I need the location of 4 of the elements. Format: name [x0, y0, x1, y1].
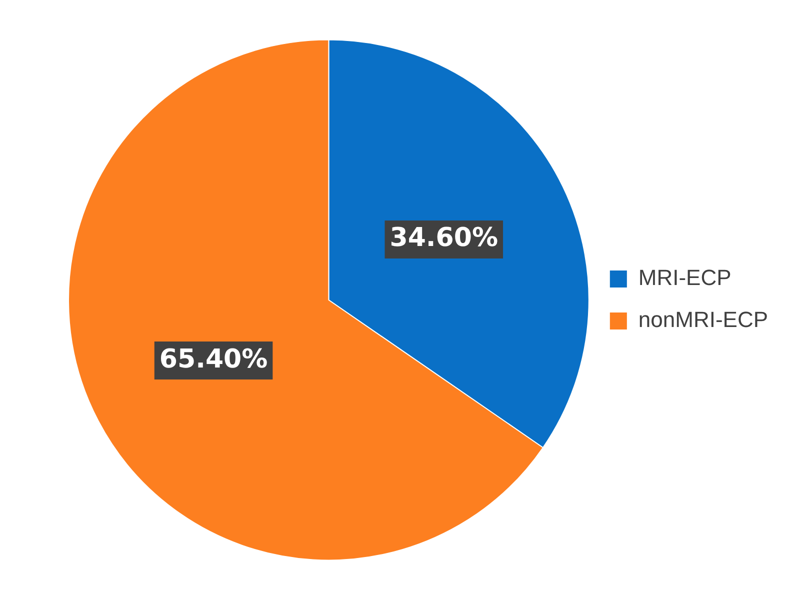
legend-label: MRI-ECP	[638, 265, 732, 290]
legend-label: nonMRI-ECP	[638, 307, 768, 332]
data-label: 65.40%	[159, 344, 268, 374]
data-label: 34.60%	[390, 223, 498, 254]
